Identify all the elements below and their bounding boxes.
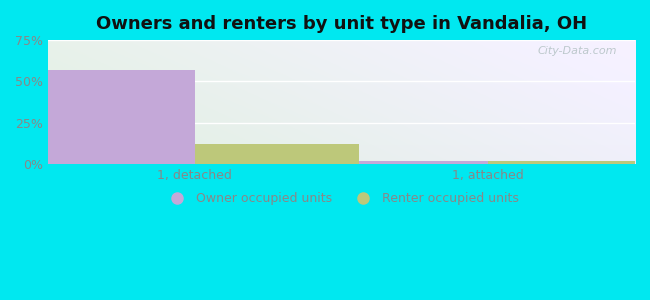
Bar bbox=[31, 70, 194, 164]
Legend: Owner occupied units, Renter occupied units: Owner occupied units, Renter occupied un… bbox=[159, 187, 523, 210]
Title: Owners and renters by unit type in Vandalia, OH: Owners and renters by unit type in Vanda… bbox=[96, 15, 587, 33]
Bar bbox=[488, 161, 650, 164]
Bar bbox=[194, 144, 359, 164]
Text: City-Data.com: City-Data.com bbox=[538, 46, 617, 56]
Bar bbox=[324, 161, 488, 164]
